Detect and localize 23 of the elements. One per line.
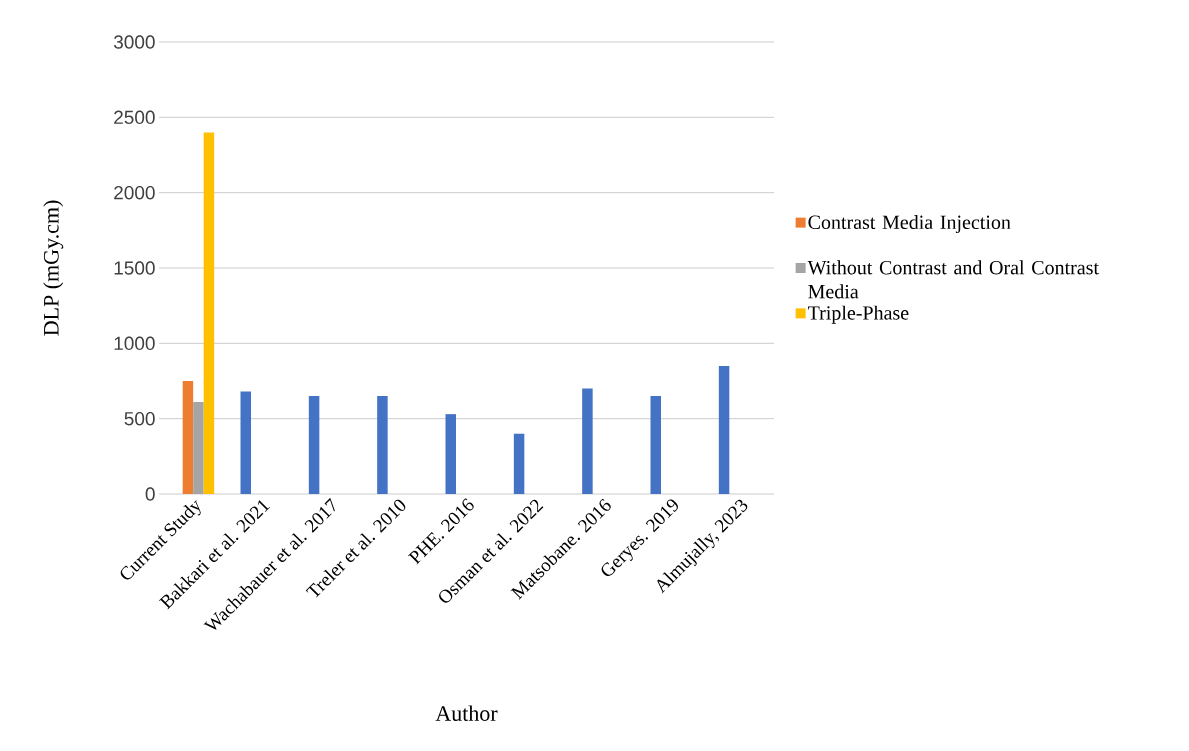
bar [377,396,388,494]
bar [445,414,456,494]
bar [182,381,194,494]
legend-label: Contrast Media Injection [808,214,1011,234]
y-axis-title: DLP (mGy.cm) [43,200,64,336]
bar [650,396,661,494]
bar [513,433,525,494]
bar [582,388,593,494]
y-tick-label: 1000 [114,336,155,351]
y-tick-label: 3000 [113,35,155,49]
bar [203,132,215,494]
bar [240,391,251,494]
y-tick-label: 500 [124,411,155,426]
bar [193,402,204,494]
legend-label: Triple-Phase [807,305,909,324]
y-tick-label: 2500 [114,110,155,125]
bar [308,396,320,494]
y-tick-label: 0 [145,487,155,501]
legend-label: Without Contrast and Oral Contrast Media [807,260,1099,299]
y-tick-label: 1500 [114,261,155,275]
y-tick-label: 2000 [114,185,155,200]
x-axis-title: Author [435,705,498,721]
bar [718,365,730,494]
